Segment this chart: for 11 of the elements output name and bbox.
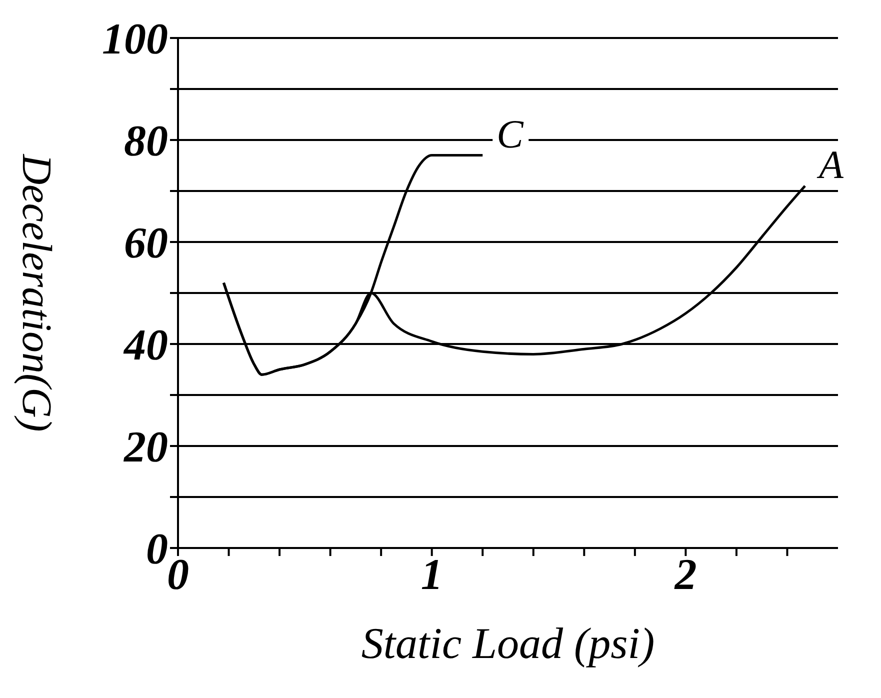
y-tick-label: 80: [124, 116, 168, 166]
y-tick-label: 40: [123, 320, 168, 370]
series-label: C: [496, 111, 525, 156]
x-axis-title: Static Load (psi): [361, 619, 655, 668]
y-tick-label: 20: [123, 422, 168, 472]
x-tick-label: 1: [420, 550, 443, 600]
y-axis-title: Deceleration(G): [13, 153, 60, 432]
series-label: A: [816, 142, 844, 187]
y-tick-label: 60: [124, 218, 168, 268]
x-tick-label: 2: [674, 550, 697, 600]
y-tick-label: 100: [102, 14, 168, 64]
